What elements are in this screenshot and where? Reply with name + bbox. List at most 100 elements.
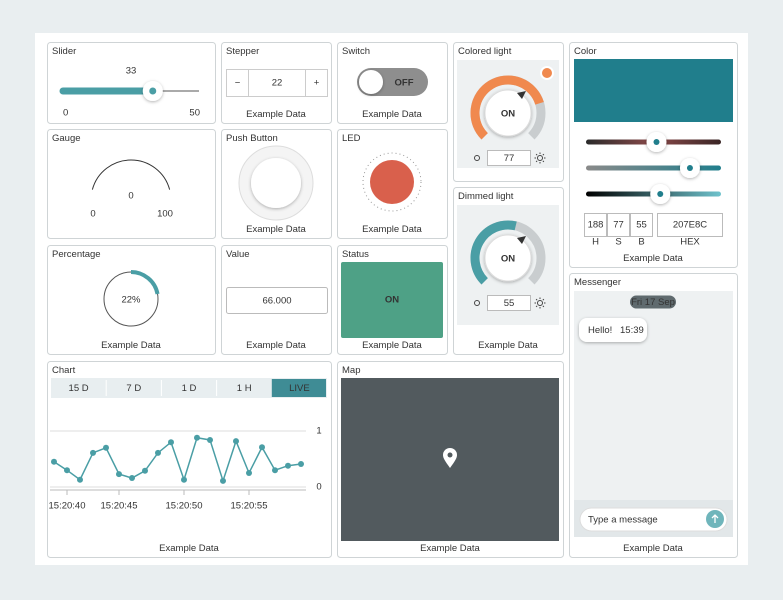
- bright-ray: [542, 305, 545, 308]
- level-input[interactable]: [487, 150, 531, 166]
- range-button-active[interactable]: [271, 379, 326, 397]
- switch-knob: [359, 70, 383, 94]
- widget-footer: Example Data: [420, 543, 480, 554]
- value-text: 66.000: [262, 296, 291, 307]
- dial-pointer: [517, 91, 526, 99]
- dial-knob[interactable]: [484, 234, 532, 282]
- hex-input[interactable]: [657, 213, 723, 237]
- bright-ray: [542, 298, 545, 301]
- widget-footer: Example Data: [362, 109, 422, 120]
- widget-frame: [47, 129, 216, 239]
- level-input[interactable]: [487, 295, 531, 311]
- message-text: Hello!: [588, 325, 612, 336]
- bright-ray: [542, 153, 545, 156]
- chart-point: [233, 438, 239, 445]
- color-input-value: 77: [613, 220, 624, 231]
- light-color[interactable]: [540, 66, 554, 80]
- led-light: [370, 160, 414, 204]
- hex-label: HEX: [680, 237, 700, 248]
- chart-point: [142, 467, 148, 474]
- led-ring: [362, 152, 422, 212]
- chart-point: [51, 458, 57, 465]
- widget-title: Status: [342, 249, 369, 260]
- widget-footer: Example Data: [101, 340, 161, 351]
- color-swatch: [574, 59, 733, 122]
- chart-point: [220, 477, 226, 484]
- widget-title: Switch: [342, 46, 370, 57]
- dim-icon: [474, 155, 480, 161]
- chart-point: [155, 449, 161, 456]
- slider-max: 50: [189, 108, 200, 119]
- slider-value: 33: [126, 66, 137, 77]
- status-state: ON: [385, 295, 399, 306]
- widget-footer: Example Data: [623, 543, 683, 554]
- range-button: 7 D: [126, 383, 141, 394]
- percentage-arc: [130, 270, 160, 295]
- chart-point: [272, 467, 278, 474]
- widget-footer: Example Data: [246, 340, 306, 351]
- y-tick-label: 1: [316, 426, 321, 437]
- chart-point: [285, 462, 291, 469]
- widget-footer: Example Data: [478, 340, 538, 351]
- light-state: ON: [501, 254, 515, 265]
- bright-ray: [535, 160, 538, 163]
- widget-frame: [47, 245, 216, 355]
- color-input[interactable]: [630, 213, 653, 237]
- light-level: 77: [504, 153, 515, 164]
- bright-ray: [535, 305, 538, 308]
- chart-point: [90, 449, 96, 456]
- color-input[interactable]: [607, 213, 630, 237]
- widget-footer: Example Data: [246, 109, 306, 120]
- message-date: Fri 17 Sep: [631, 297, 675, 308]
- x-tick-label: 15:20:40: [49, 501, 86, 512]
- chart-point: [168, 439, 174, 446]
- chart-point: [298, 461, 304, 468]
- y-tick-label: 0: [316, 482, 321, 493]
- light-state: ON: [501, 109, 515, 120]
- chart-point: [77, 476, 83, 483]
- map-pin-hole: [447, 452, 453, 458]
- bright-ray: [535, 298, 538, 301]
- widget-frame: [47, 42, 216, 124]
- widget-title: Percentage: [52, 249, 101, 260]
- stepper-plus[interactable]: +: [314, 78, 320, 89]
- switch-state: OFF: [395, 78, 414, 89]
- value-box: [226, 287, 328, 314]
- message-bubble: [579, 318, 647, 342]
- chart-point: [116, 471, 122, 478]
- widget-title: Stepper: [226, 46, 259, 57]
- chart-point: [194, 434, 200, 441]
- map-pin: [443, 448, 457, 468]
- widget-title: Messenger: [574, 277, 621, 288]
- color-input-label: B: [638, 237, 644, 248]
- color-slider-dot: [686, 165, 693, 171]
- push-button[interactable]: [251, 158, 301, 208]
- color-input-value: 55: [636, 220, 647, 231]
- status-box: [341, 262, 443, 338]
- bright-ray: [542, 160, 545, 163]
- widget-title: Push Button: [226, 133, 278, 144]
- dial-knob[interactable]: [484, 89, 532, 137]
- x-tick-label: 15:20:55: [231, 501, 268, 512]
- chart-title: Chart: [52, 365, 76, 376]
- color-input[interactable]: [584, 213, 607, 237]
- widget-title: Colored light: [458, 46, 512, 57]
- dial-pointer: [517, 236, 526, 244]
- widget-footer: Example Data: [623, 253, 683, 264]
- color-input-label: H: [592, 237, 599, 248]
- color-input-value: 188: [588, 220, 604, 231]
- dial-level: [470, 75, 544, 140]
- dial-level: [470, 220, 517, 285]
- color-slider-dot: [657, 191, 664, 197]
- widget-footer: Example Data: [362, 224, 422, 235]
- widget-title: LED: [342, 133, 361, 144]
- chart-point: [103, 444, 109, 451]
- range-button: 1 D: [182, 383, 197, 394]
- widget-title: Gauge: [52, 133, 81, 144]
- gauge-max: 100: [157, 209, 173, 220]
- widget-title: Slider: [52, 46, 76, 57]
- message-input[interactable]: [579, 507, 728, 532]
- light-level: 55: [504, 298, 515, 309]
- chart-point: [64, 467, 70, 474]
- hex-value: 207E8C: [673, 220, 707, 231]
